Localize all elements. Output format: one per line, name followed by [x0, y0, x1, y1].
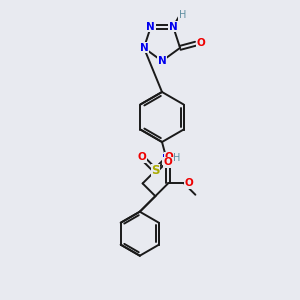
Text: O: O: [164, 158, 172, 167]
Text: H: H: [179, 10, 186, 20]
Text: N: N: [146, 22, 155, 32]
Text: O: O: [164, 152, 173, 162]
Text: N: N: [162, 154, 171, 164]
Text: O: O: [196, 38, 205, 48]
Text: H: H: [173, 153, 180, 164]
Text: O: O: [138, 152, 146, 162]
Text: N: N: [169, 22, 178, 32]
Text: S: S: [151, 164, 160, 177]
Text: N: N: [158, 56, 166, 66]
Text: N: N: [140, 43, 148, 53]
Text: O: O: [185, 178, 194, 188]
